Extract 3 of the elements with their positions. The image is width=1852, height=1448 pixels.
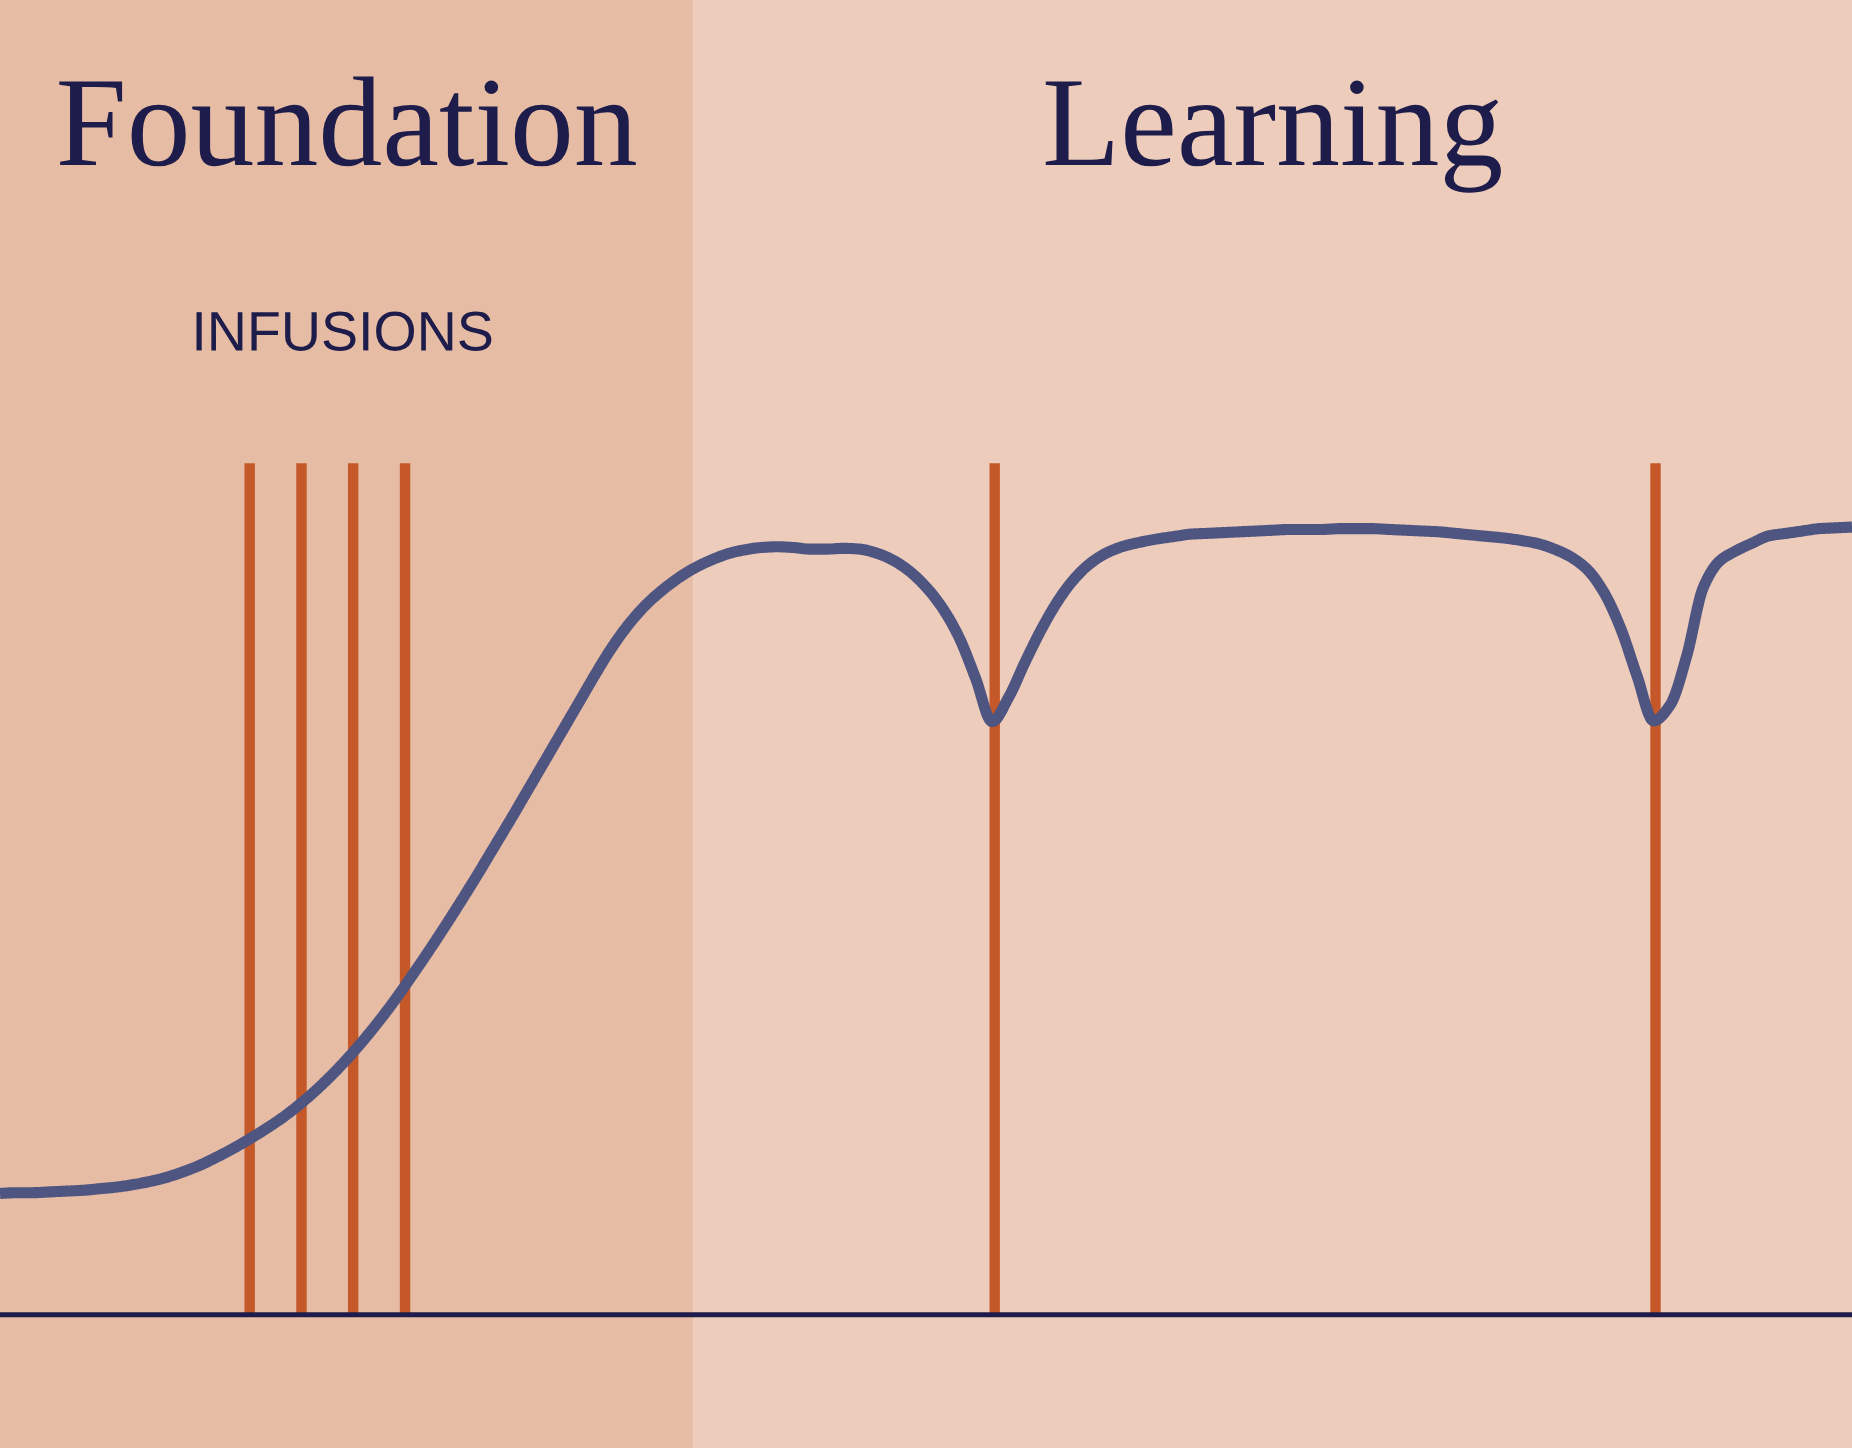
text: Foundation xyxy=(59,76,636,167)
text: INFUSIONS xyxy=(196,311,492,351)
text: Learning xyxy=(1045,80,1501,193)
